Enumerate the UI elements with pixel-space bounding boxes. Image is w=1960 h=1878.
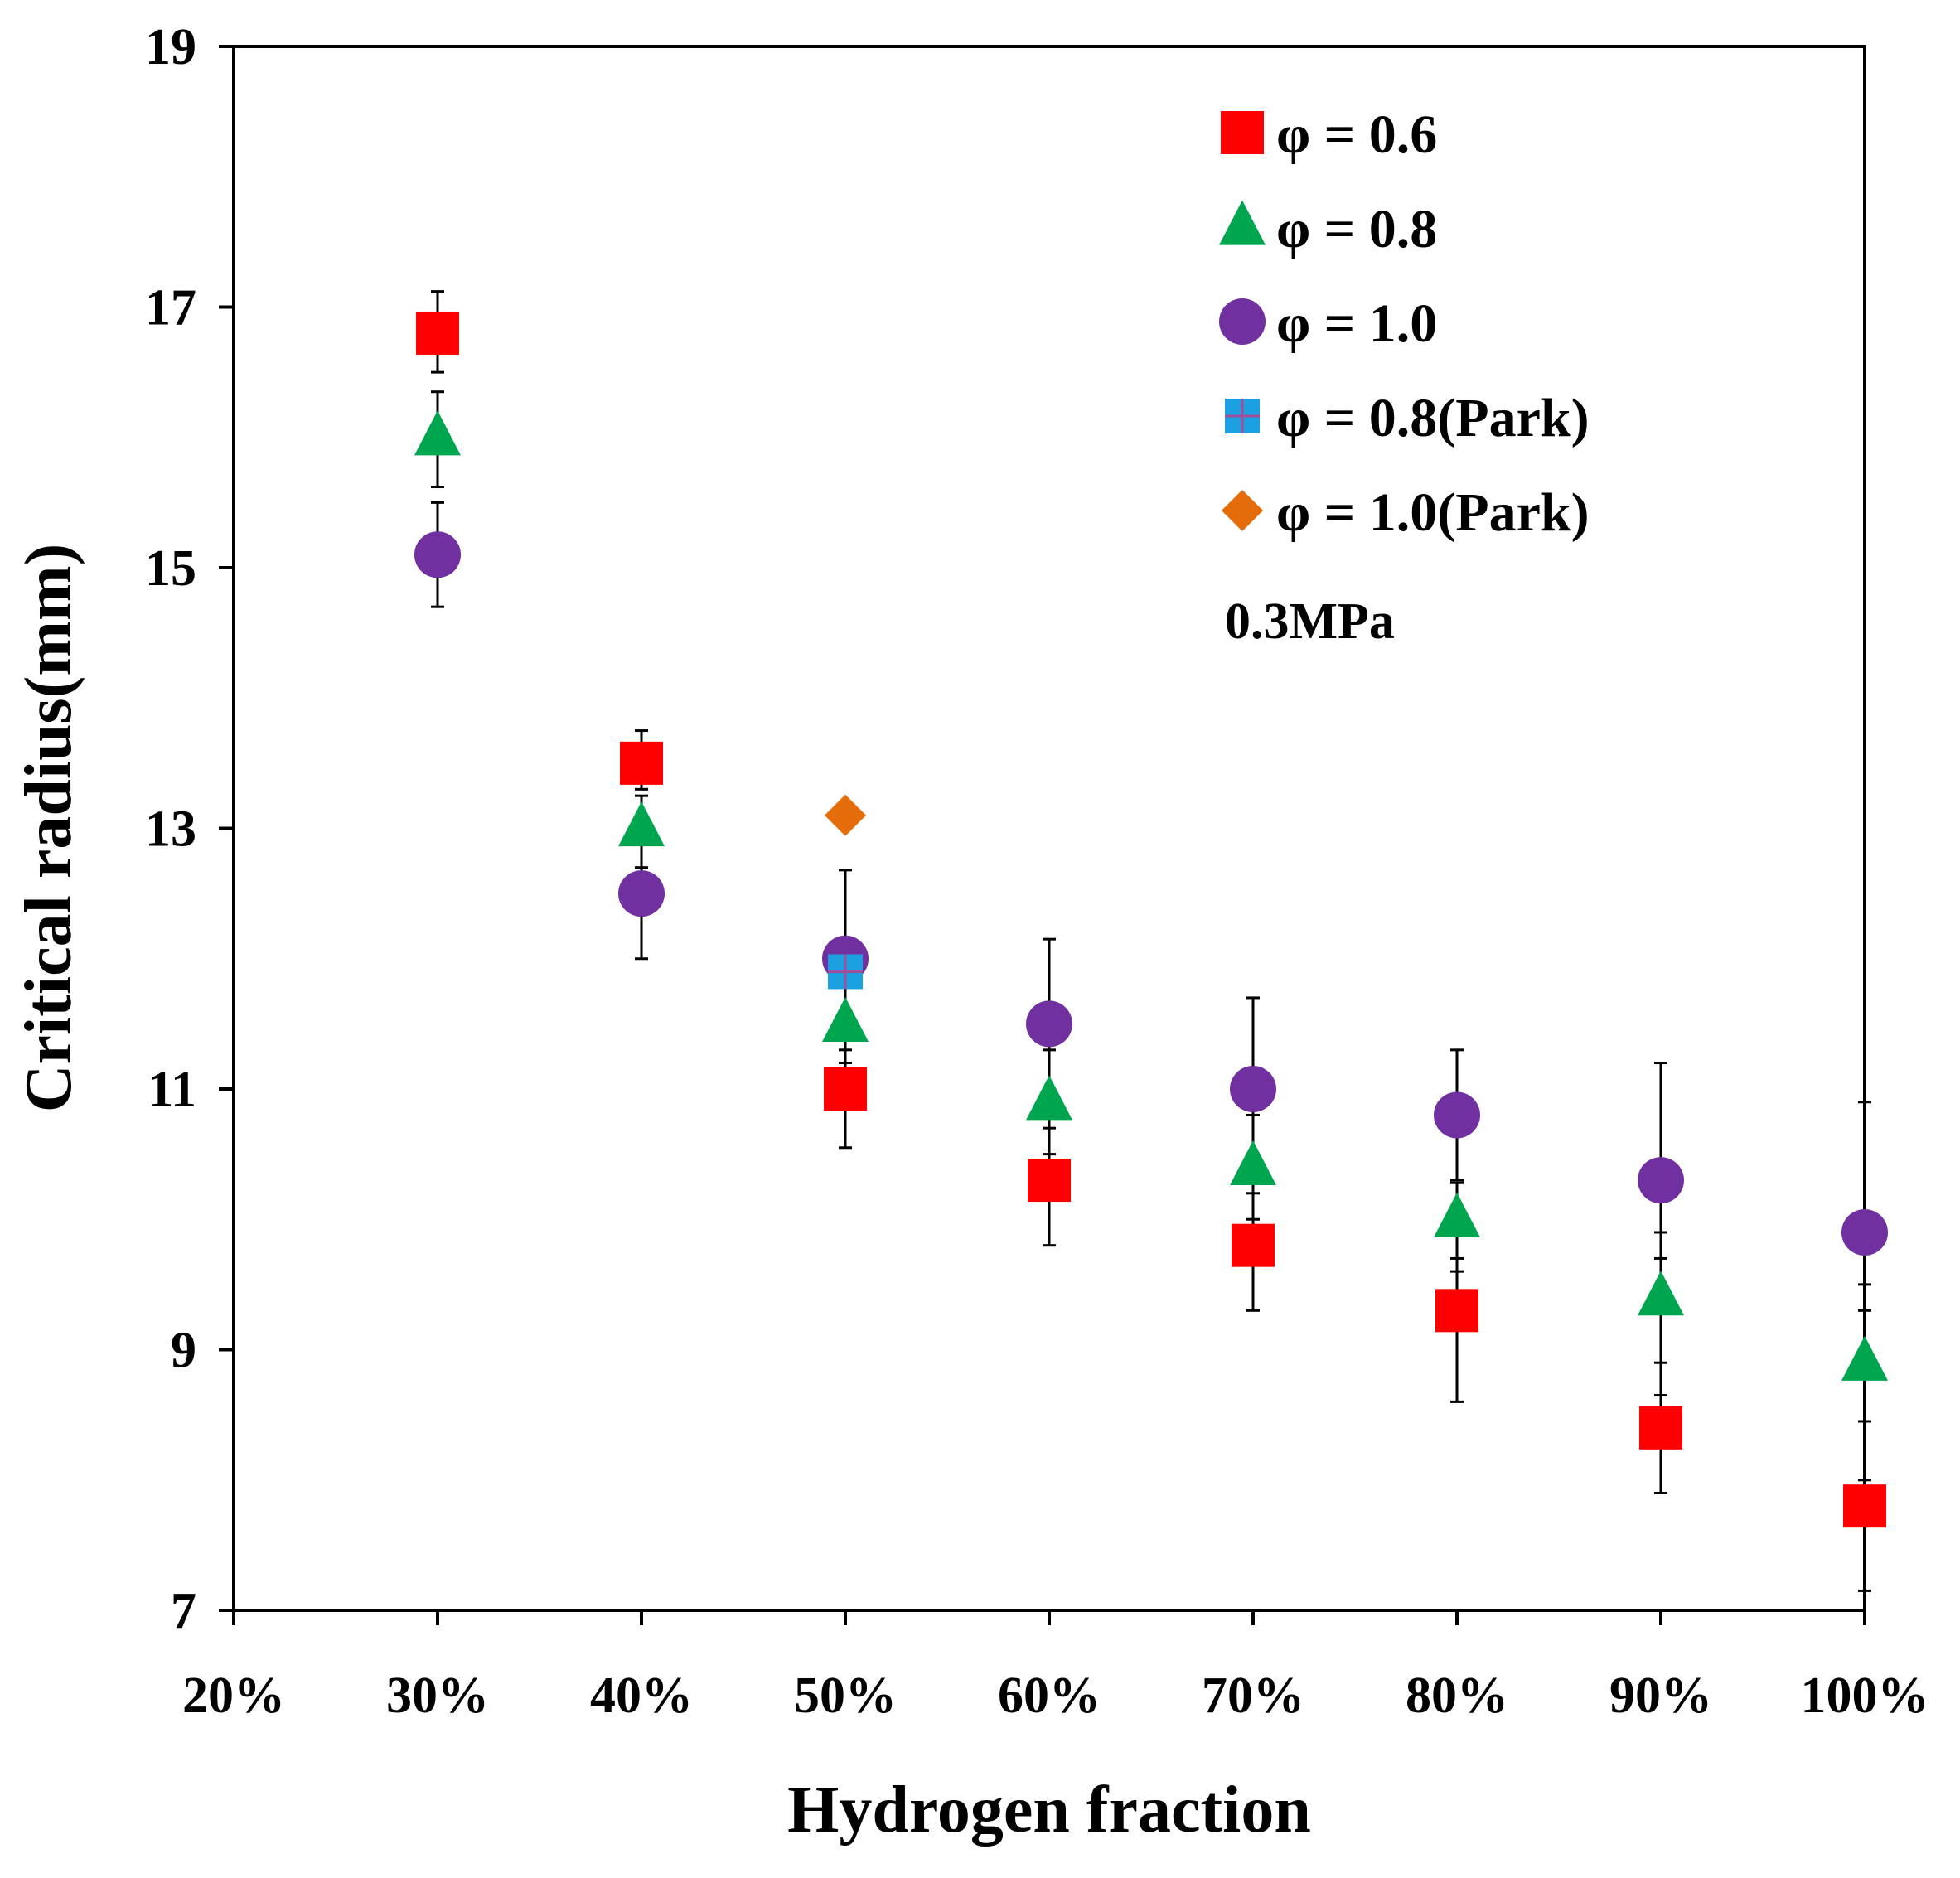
data-point [1638, 1271, 1684, 1316]
data-point [1028, 1159, 1071, 1203]
legend-label: φ = 1.0 [1276, 293, 1437, 354]
legend-label: φ = 0.6 [1276, 104, 1437, 165]
data-point [618, 870, 665, 917]
x-tick-label: 90% [1609, 1667, 1712, 1724]
data-point [1639, 1406, 1682, 1450]
data-point [822, 996, 869, 1042]
data-point [1435, 1289, 1478, 1333]
x-axis-title: Hydrogen fraction [787, 1774, 1311, 1847]
data-point [1026, 1000, 1072, 1048]
legend-marker [1219, 298, 1266, 345]
x-tick-label: 50% [794, 1667, 897, 1724]
data-point [1841, 1208, 1888, 1256]
data-point [1026, 1075, 1072, 1121]
data-point [414, 410, 461, 456]
legend-label: φ = 1.0(Park) [1276, 482, 1590, 543]
data-point [825, 794, 866, 836]
x-tick-label: 60% [998, 1667, 1101, 1724]
data-points [414, 311, 1888, 1528]
data-point [1434, 1091, 1480, 1139]
data-point [1230, 1140, 1276, 1185]
y-axis-title: Critical radius(mm) [12, 544, 85, 1113]
data-point [1230, 1066, 1276, 1112]
data-point [1841, 1335, 1888, 1381]
error-bars [431, 290, 1871, 1592]
x-axis: 20% 30% 40% 50% 60% 70% 80% 90% 100% [182, 1610, 1929, 1724]
data-point [824, 1067, 867, 1111]
annotation-pressure: 0.3MPa [1225, 593, 1395, 650]
data-point [1843, 1484, 1886, 1528]
y-tick-label: 19 [145, 19, 196, 75]
plot-area [232, 45, 1866, 1612]
legend-marker [1221, 111, 1264, 154]
y-axis: 7 9 11 13 15 17 19 [145, 19, 234, 1639]
data-point [1638, 1157, 1684, 1204]
data-point [618, 801, 665, 847]
y-tick-label: 13 [145, 801, 196, 858]
data-point [1434, 1192, 1480, 1237]
legend-label: φ = 0.8 [1276, 199, 1437, 259]
y-tick-label: 17 [145, 280, 196, 336]
y-tick-label: 15 [145, 540, 196, 597]
legend-marker [1219, 200, 1266, 245]
data-point [414, 531, 461, 578]
y-tick-label: 7 [171, 1583, 196, 1639]
x-tick-label: 40% [590, 1667, 693, 1724]
legend-label: φ = 0.8(Park) [1276, 388, 1590, 448]
x-tick-label: 30% [386, 1667, 489, 1724]
x-tick-label: 100% [1801, 1667, 1929, 1724]
x-tick-label: 70% [1202, 1667, 1304, 1724]
data-point [416, 311, 459, 355]
x-tick-label: 20% [182, 1667, 285, 1724]
y-tick-label: 11 [148, 1062, 196, 1118]
x-tick-label: 80% [1406, 1667, 1508, 1724]
data-point [620, 741, 663, 785]
y-tick-label: 9 [171, 1323, 196, 1379]
legend-marker [1222, 490, 1263, 531]
data-point [1232, 1223, 1275, 1267]
legend: φ = 0.6 φ = 0.8 φ = 1.0 φ = 0.8(Park) φ = 1.… [1219, 104, 1590, 543]
